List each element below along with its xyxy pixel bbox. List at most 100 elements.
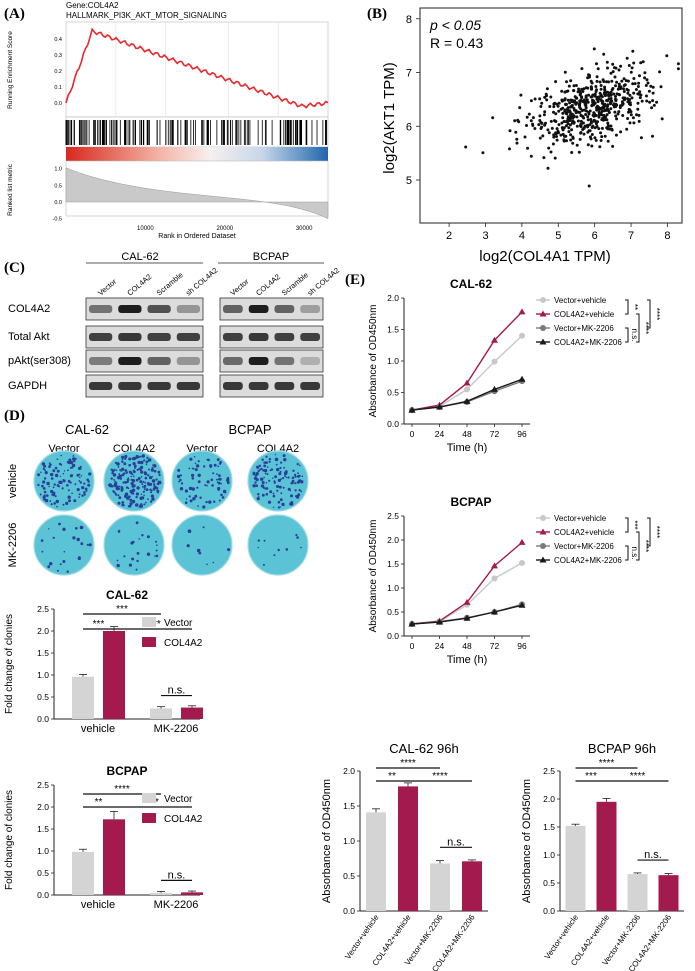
colony-dot [257,469,260,473]
scatter-point [569,116,573,120]
cck8_bcpap-point-1 [491,562,498,569]
colony-dot [277,500,281,504]
scatter-point [590,87,593,91]
scatter-point [614,98,618,102]
scatter-point [554,120,558,123]
colony-dot [56,569,59,572]
colony-dot [294,482,297,485]
od_bcpap-title: BCPAP 96h [588,741,656,756]
scatter-point [586,143,590,147]
colony-dot [220,482,222,485]
cck8_cal62-point-1 [491,336,498,343]
colony-dot [285,470,288,473]
colony-dot [56,505,58,508]
colony-dot [60,454,62,457]
colony-dot [141,496,145,500]
colony-dot [63,470,66,472]
scatter-point [555,127,559,131]
cck8_cal62-bracket-2 [636,313,640,343]
scatter-point [481,151,485,155]
cck8_bcpap-ytick-4: 2.0 [387,535,399,545]
colony-row-mk2206: MK-2206 [7,523,19,568]
colony-dot [119,469,122,471]
colony-dot [220,493,223,497]
od_cal62-ytick-1: 0.5 [343,871,355,881]
wb-band [223,333,243,341]
scatter-point [549,119,553,123]
colony-dot [295,495,298,498]
colony-dot [146,535,150,539]
scatter-point [578,101,582,105]
wb-row-2: pAkt(ser308) [8,355,71,367]
scatter-point [626,88,630,92]
colony-dot [84,487,88,491]
scatter-point [580,114,584,118]
colony-dot [49,463,52,467]
colony-dot [263,461,266,464]
cck8_cal62-point-1 [518,308,526,315]
scatter-point [596,67,600,71]
colony-dot [118,473,121,476]
wb-row-1: Total Akt [8,331,50,343]
scatter-point [584,95,588,99]
colony-dot [278,485,282,489]
wb-band [300,382,320,390]
scatter-point [603,85,607,89]
scatter-point [621,114,625,117]
scatter-point [613,75,617,79]
clone_bcpap-ytick-4: 2.0 [37,802,49,812]
od_bcpap-ytick-5: 2.5 [543,766,555,776]
colony-dot [86,543,89,546]
colony-dot [46,481,50,486]
colony-dot [40,471,42,474]
wb-band [89,382,113,390]
cck8_bcpap-legend-2: Vector+MK-2206 [554,542,614,551]
scatter-point [623,83,627,87]
scatter-point [597,127,601,131]
cck8_cal62-legend-2: Vector+MK-2206 [554,324,614,333]
colony-dish [171,450,233,512]
scatter-point [579,125,583,129]
colony-dot [52,486,55,489]
colony-dot [42,480,46,484]
cck8_bcpap-ytick-5: 2.5 [387,511,399,521]
colony-dot [258,495,260,498]
cck8_cal62-xtick-1: 24 [435,429,445,439]
scatter-point [529,154,533,158]
scatter-point [627,102,631,106]
colony-dot [136,468,139,471]
colony-dishes [33,450,309,576]
colony-dot [226,478,230,482]
scatter-point [625,127,629,131]
scatter-point [612,92,616,96]
colony-dot [114,482,118,486]
colony-dot [52,536,55,539]
colony-dot [54,495,57,498]
colony-dot [156,489,160,493]
colony-dot [261,458,264,461]
colony-dot [256,497,260,501]
colony-dot [197,505,200,507]
colony-dot [296,480,300,484]
colony-dot [264,472,267,475]
colony-dot [132,469,135,472]
colony-dot [135,521,139,525]
scatter-point [508,147,511,151]
wb-band [118,382,142,390]
scatter-point [595,75,599,79]
cck8_bcpap-xtick-2: 48 [462,641,472,651]
wb-band [274,305,295,313]
wb-row-labels: COL4A2 Total Akt pAkt(ser308) GAPDH [8,303,71,392]
scatter-point [626,91,630,95]
colony-dot [127,495,131,499]
colony-dot [176,474,181,479]
clone_cal62-legend-0: Vector [164,618,193,629]
scatter-point [570,128,574,132]
colony-dot [158,473,161,477]
cck8_cal62-ytick-4: 2.0 [387,293,399,303]
scatter-point [614,84,617,88]
scatter-point [568,101,572,105]
scatter-point [571,136,575,140]
colony-dot [255,484,258,488]
wb-band [176,357,200,365]
